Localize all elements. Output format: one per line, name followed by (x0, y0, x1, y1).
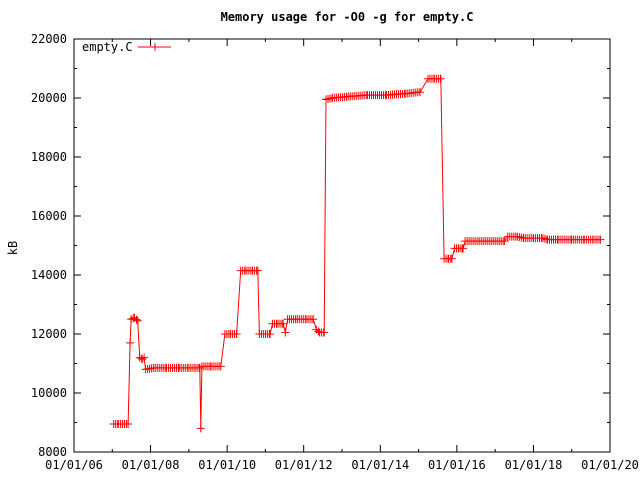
y-tick-label: 18000 (31, 150, 67, 164)
plot-frame (73, 38, 611, 453)
x-tick-label: 01/01/16 (428, 458, 486, 472)
y-tick-label: 8000 (38, 445, 67, 459)
series-layer (109, 74, 605, 433)
x-tick-label: 01/01/20 (581, 458, 639, 472)
x-tick-label: 01/01/08 (122, 458, 180, 472)
series-markers-0 (109, 74, 605, 433)
legend-marker-empty-c (151, 43, 159, 51)
x-tick-label: 01/01/12 (275, 458, 333, 472)
axis-tick-labels: 01/01/06 01/01/08 01/01/10 01/01/12 01/01/14… (31, 32, 639, 472)
legend-label-empty-c: empty.C (82, 40, 133, 54)
y-tick-label: 10000 (31, 386, 67, 400)
y-tick-label: 14000 (31, 268, 67, 282)
y-tick-label: 20000 (31, 91, 67, 105)
legend: empty.C (82, 40, 171, 54)
series-line-0 (113, 78, 601, 429)
x-tick-label: 01/01/14 (351, 458, 409, 472)
x-tick-label: 01/01/10 (198, 458, 256, 472)
chart-title: Memory usage for -O0 -g for empty.C (221, 10, 474, 24)
x-tick-label: 01/01/18 (505, 458, 563, 472)
y-axis-label: kB (6, 241, 20, 255)
y-tick-label: 22000 (31, 32, 67, 46)
y-tick-label: 12000 (31, 327, 67, 341)
y-tick-label: 16000 (31, 209, 67, 223)
x-tick-label: 01/01/06 (45, 458, 103, 472)
